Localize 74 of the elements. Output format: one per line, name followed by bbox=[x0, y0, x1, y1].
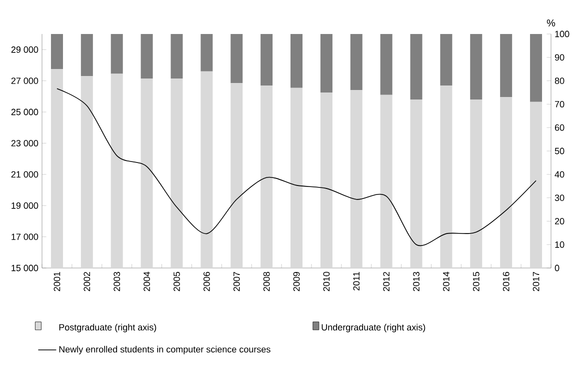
x-tick-label: 2005 bbox=[174, 272, 180, 292]
x-tick-label: 2011 bbox=[353, 272, 360, 290]
bar bbox=[500, 97, 512, 268]
bar bbox=[140, 34, 153, 78]
bar bbox=[440, 34, 452, 86]
y2-tick-label: 60 bbox=[554, 124, 564, 131]
x-tick-label: 2007 bbox=[233, 272, 240, 292]
x-tick-label: 2013 bbox=[413, 272, 420, 292]
y2-tick-label: 40 bbox=[554, 171, 564, 178]
y2-tick-label: 0 bbox=[554, 264, 560, 272]
y2-tick-label: 10 bbox=[555, 241, 564, 248]
bar bbox=[440, 85, 452, 268]
y-tick-label: 27 000 bbox=[11, 78, 38, 84]
bar bbox=[470, 34, 482, 100]
bar bbox=[410, 100, 422, 268]
bar bbox=[200, 34, 213, 72]
y2-tick-label: 20 bbox=[554, 218, 564, 224]
bar bbox=[470, 100, 482, 268]
x-tick-label: 2008 bbox=[263, 272, 270, 292]
bar bbox=[140, 78, 153, 268]
y2-tick-label: 70 bbox=[554, 101, 564, 108]
y-tick-label: 17 000 bbox=[12, 234, 38, 240]
legend-label: Undergraduate (right axis) bbox=[322, 324, 426, 332]
bar bbox=[200, 71, 213, 268]
y2-tick-label: 90 bbox=[554, 54, 564, 61]
bar bbox=[170, 34, 183, 78]
bar bbox=[260, 85, 273, 268]
x-tick-label: 2003 bbox=[114, 272, 120, 292]
bar bbox=[110, 74, 123, 268]
bar bbox=[530, 102, 542, 268]
bar bbox=[230, 83, 243, 268]
y-tick-label: 15 000 bbox=[12, 264, 38, 272]
bar bbox=[290, 88, 303, 268]
bar bbox=[290, 34, 303, 88]
x-tick-label: 2010 bbox=[323, 272, 330, 292]
bar bbox=[170, 78, 183, 268]
bar bbox=[80, 34, 93, 76]
bar bbox=[410, 34, 422, 100]
y2-tick-label: 80 bbox=[554, 78, 564, 84]
bar bbox=[260, 34, 273, 86]
legend-label: Newly enrolled students in computer science courses bbox=[59, 346, 270, 354]
y-tick-label: 19 000 bbox=[12, 202, 38, 209]
bar bbox=[320, 34, 332, 92]
y2-tick-label: 50 bbox=[554, 148, 564, 154]
x-tick-label: 2014 bbox=[443, 272, 450, 292]
y2-axis-title: % bbox=[546, 19, 556, 26]
y-tick-label: 23 000 bbox=[11, 140, 38, 146]
x-tick-label: 2001 bbox=[54, 272, 60, 292]
x-tick-label: 2004 bbox=[144, 272, 150, 292]
bar bbox=[230, 34, 243, 84]
bar bbox=[350, 34, 362, 90]
bar bbox=[530, 34, 542, 102]
bar bbox=[50, 34, 63, 70]
y2-tick-label: 30 bbox=[554, 194, 564, 201]
bar bbox=[500, 34, 512, 98]
x-tick-label: 2009 bbox=[293, 272, 300, 292]
y2-tick-label: 100 bbox=[555, 30, 570, 38]
bar bbox=[350, 90, 362, 268]
x-tick-label: 2015 bbox=[472, 272, 480, 292]
x-tick-label: 2002 bbox=[84, 272, 90, 292]
x-tick-label: 2017 bbox=[532, 272, 540, 292]
y-tick-label: 21 000 bbox=[11, 171, 38, 178]
legend-label: Postgraduate (right axis) bbox=[59, 324, 156, 332]
bar bbox=[380, 34, 392, 95]
bar bbox=[110, 34, 123, 74]
x-tick-label: 2006 bbox=[203, 272, 210, 292]
y-tick-label: 29 000 bbox=[11, 46, 38, 53]
bar bbox=[380, 94, 392, 268]
x-tick-label: 2012 bbox=[383, 272, 390, 292]
bar bbox=[50, 69, 63, 268]
x-tick-label: 2016 bbox=[502, 272, 510, 292]
bar bbox=[80, 76, 93, 268]
bar bbox=[320, 92, 332, 268]
y-tick-label: 25 000 bbox=[11, 108, 38, 116]
